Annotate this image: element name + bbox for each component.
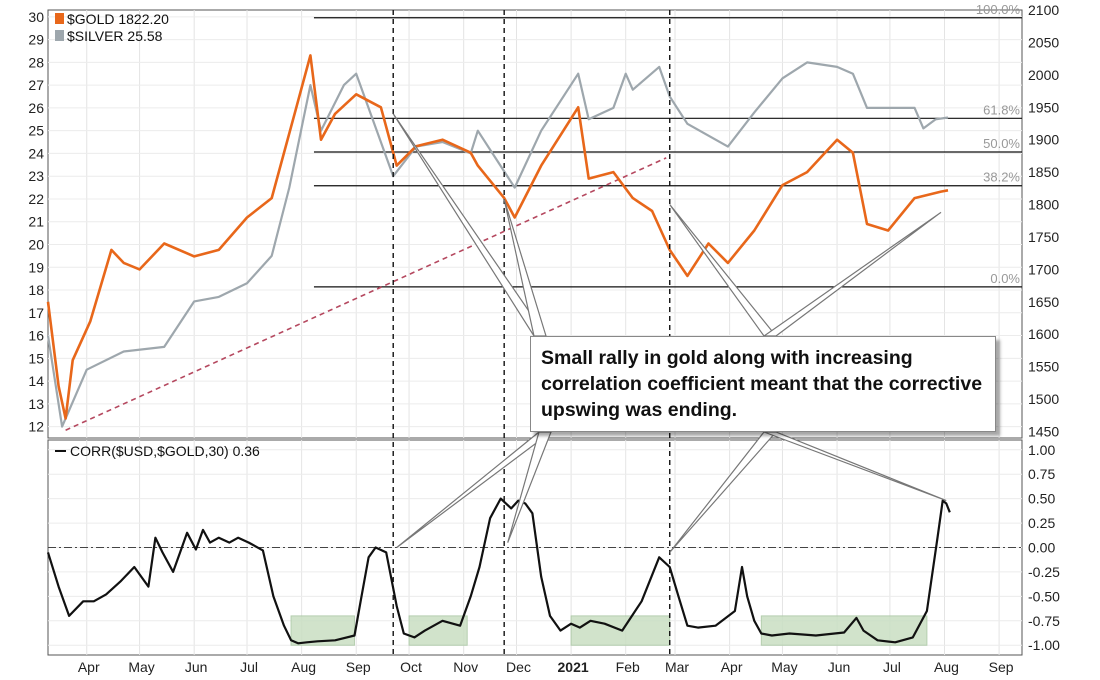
indicator-tick-label: -1.00 <box>1028 637 1060 653</box>
annotation-text: Small rally in gold along with increasin… <box>541 347 983 421</box>
gold-legend-swatch <box>55 13 64 24</box>
y-right-tick-label: 2050 <box>1028 34 1059 50</box>
y-right-tick-label: 1650 <box>1028 294 1059 310</box>
indicator-tick-label: 0.75 <box>1028 466 1055 482</box>
y-right-tick-label: 1750 <box>1028 229 1059 245</box>
y-left-tick-label: 21 <box>28 214 44 230</box>
y-right-tick-label: 1500 <box>1028 391 1059 407</box>
y-right-tick-label: 2100 <box>1028 2 1059 18</box>
y-right-tick-label: 1550 <box>1028 359 1059 375</box>
x-tick-label: Oct <box>400 659 422 675</box>
y-left-tick-label: 24 <box>28 145 44 161</box>
y-right-tick-label: 1600 <box>1028 326 1059 342</box>
y-left-tick-label: 30 <box>28 9 44 25</box>
x-tick-label: Jun <box>828 659 851 675</box>
y-right-tick-label: 1900 <box>1028 132 1059 148</box>
y-left-tick-label: 23 <box>28 168 44 184</box>
y-left-tick-label: 19 <box>28 259 44 275</box>
y-left-tick-label: 25 <box>28 123 44 139</box>
highlight-range <box>408 615 468 646</box>
y-left-tick-label: 27 <box>28 77 44 93</box>
silver-series-line <box>46 61 949 428</box>
x-tick-label: Mar <box>665 659 689 675</box>
trendline <box>65 157 667 431</box>
x-tick-label: Jul <box>883 659 901 675</box>
y-left-tick-label: 28 <box>28 54 44 70</box>
x-tick-label: 2021 <box>558 659 589 675</box>
indicator-tick-label: 0.00 <box>1028 540 1055 556</box>
y-left-tick-label: 13 <box>28 396 44 412</box>
x-tick-label: Dec <box>506 659 531 675</box>
x-tick-label: May <box>771 659 797 675</box>
x-tick-label: Apr <box>78 659 100 675</box>
y-right-tick-label: 1450 <box>1028 424 1059 440</box>
x-tick-label: Sep <box>346 659 371 675</box>
fib-level-label: 0.0% <box>990 271 1020 286</box>
x-tick-label: Feb <box>616 659 640 675</box>
fib-level-label: 100.0% <box>976 2 1021 17</box>
y-right-tick-label: 1950 <box>1028 99 1059 115</box>
y-left-tick-label: 17 <box>28 305 44 321</box>
annotation-callout: Small rally in gold along with increasin… <box>530 336 996 432</box>
x-tick-label: Sep <box>989 659 1014 675</box>
x-tick-label: Aug <box>291 659 316 675</box>
y-left-tick-label: 26 <box>28 100 44 116</box>
gold-legend-label: $GOLD 1822.20 <box>67 11 169 27</box>
y-left-tick-label: 18 <box>28 282 44 298</box>
y-left-tick-label: 12 <box>28 419 44 435</box>
y-left-tick-label: 16 <box>28 328 44 344</box>
x-tick-label: May <box>128 659 154 675</box>
correlation-legend-label: CORR($USD,$GOLD,30) 0.36 <box>70 443 260 459</box>
y-right-tick-label: 1700 <box>1028 261 1059 277</box>
x-tick-label: Nov <box>453 659 478 675</box>
y-left-tick-label: 14 <box>28 373 44 389</box>
y-right-tick-label: 1800 <box>1028 197 1059 213</box>
callout-pointer <box>507 431 552 543</box>
fib-level-label: 50.0% <box>983 136 1020 151</box>
indicator-tick-label: -0.25 <box>1028 564 1060 580</box>
indicator-tick-label: 1.00 <box>1028 442 1055 458</box>
x-tick-label: Apr <box>721 659 743 675</box>
y-right-tick-label: 2000 <box>1028 67 1059 83</box>
x-tick-label: Aug <box>934 659 959 675</box>
indicator-tick-label: -0.75 <box>1028 613 1060 629</box>
silver-legend-swatch <box>55 30 64 41</box>
gold-series-line <box>46 54 949 420</box>
indicator-tick-label: 0.50 <box>1028 491 1055 507</box>
y-left-tick-label: 29 <box>28 32 44 48</box>
fib-level-label: 38.2% <box>983 170 1020 185</box>
silver-legend-label: $SILVER 25.58 <box>67 28 163 44</box>
x-tick-label: Jun <box>185 659 208 675</box>
y-left-tick-label: 15 <box>28 350 44 366</box>
x-tick-label: Jul <box>240 659 258 675</box>
indicator-tick-label: 0.25 <box>1028 515 1055 531</box>
fib-level-label: 61.8% <box>983 102 1020 117</box>
y-left-tick-label: 22 <box>28 191 44 207</box>
callout-pointer <box>763 431 947 502</box>
y-right-tick-label: 1850 <box>1028 164 1059 180</box>
y-left-tick-label: 20 <box>28 236 44 252</box>
indicator-tick-label: -0.50 <box>1028 588 1060 604</box>
correlation-series-line <box>46 497 951 645</box>
